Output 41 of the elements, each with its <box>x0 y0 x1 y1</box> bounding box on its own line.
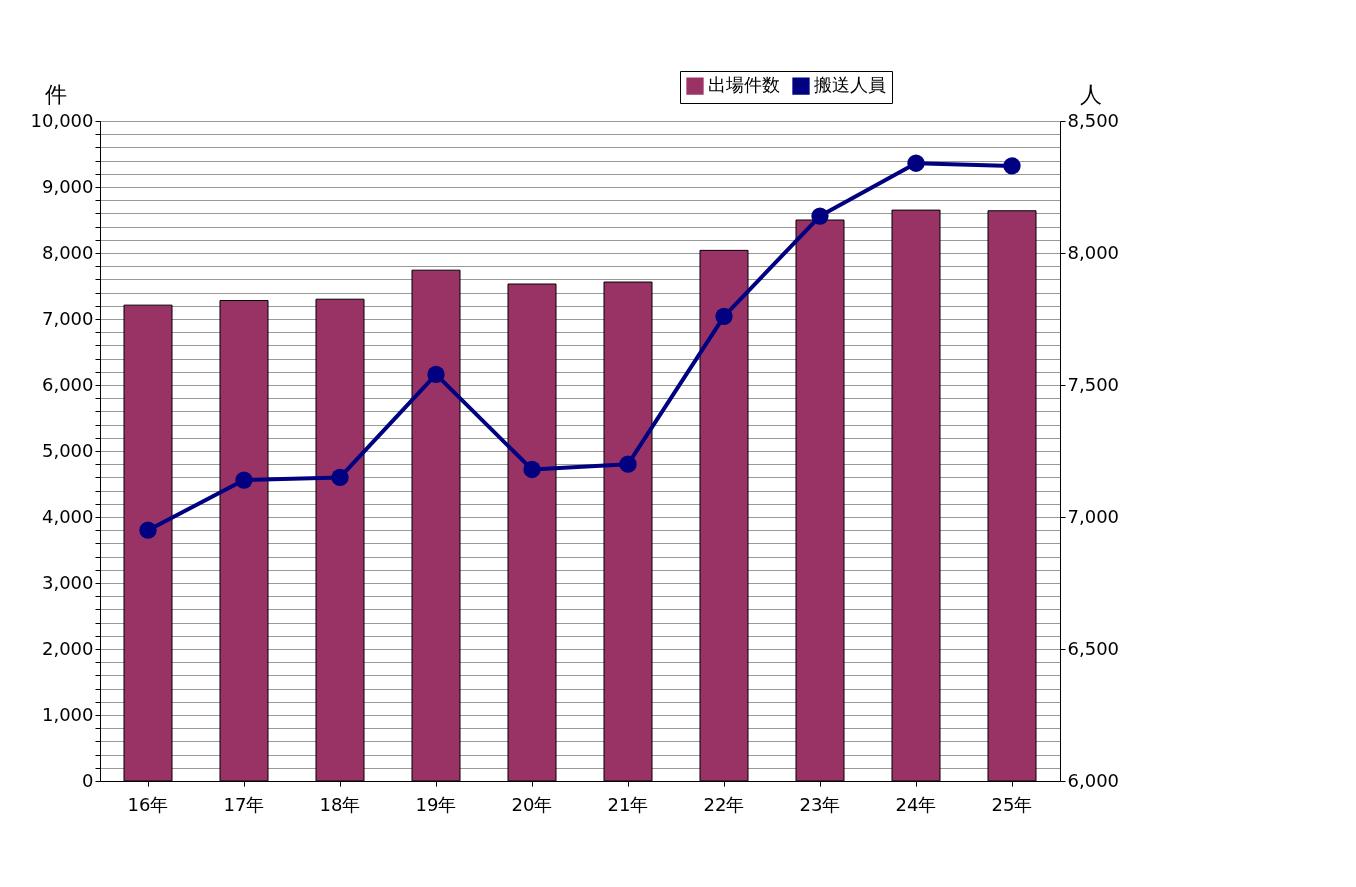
point <box>427 365 445 384</box>
y-tick-label: 5,000 <box>41 439 94 461</box>
y2-tick-label: 6,500 <box>1067 637 1120 659</box>
y-tick-label: 1,000 <box>41 703 94 725</box>
y-tick-label: 6,000 <box>41 373 94 395</box>
y2-tick-label: 7,000 <box>1067 505 1120 527</box>
y-axis-title: 件 <box>44 81 67 107</box>
x-tick-label: 19年 <box>415 793 457 815</box>
y2-axis-title: 人 <box>1079 81 1102 107</box>
point <box>331 468 349 487</box>
y-tick-label: 10,000 <box>30 109 94 131</box>
point <box>619 455 637 473</box>
x-tick-label: 24年 <box>895 793 937 815</box>
y-tick-label: 4,000 <box>41 505 94 527</box>
x-tick-label: 21年 <box>607 793 649 815</box>
y-tick-label: 0 <box>82 769 94 791</box>
x-tick-label: 25年 <box>991 793 1033 815</box>
y-tick-label: 8,000 <box>41 241 94 263</box>
point <box>235 471 253 489</box>
x-tick-label: 16年 <box>127 793 169 815</box>
y2-tick-label: 8,000 <box>1067 241 1120 263</box>
point <box>907 154 925 172</box>
legend-label: 搬送人員 <box>814 74 886 96</box>
y2-tick-label: 8,500 <box>1067 109 1120 131</box>
x-tick-label: 18年 <box>319 793 361 815</box>
point <box>715 307 733 325</box>
x-tick-label: 17年 <box>223 793 265 815</box>
point <box>811 207 829 225</box>
x-tick-label: 23年 <box>799 793 841 815</box>
x-tick-label: 22年 <box>703 793 745 815</box>
y2-tick-label: 6,000 <box>1067 769 1120 791</box>
x-tick-label: 20年 <box>511 793 553 815</box>
y-tick-label: 7,000 <box>41 307 94 329</box>
legend-label: 出場件数 <box>708 74 780 96</box>
point <box>139 521 157 539</box>
y-tick-label: 9,000 <box>41 175 94 197</box>
point <box>523 460 541 479</box>
y2-tick-label: 7,500 <box>1067 373 1120 395</box>
point <box>1003 157 1021 175</box>
y-tick-label: 2,000 <box>41 637 94 659</box>
y-tick-label: 3,000 <box>41 571 94 593</box>
